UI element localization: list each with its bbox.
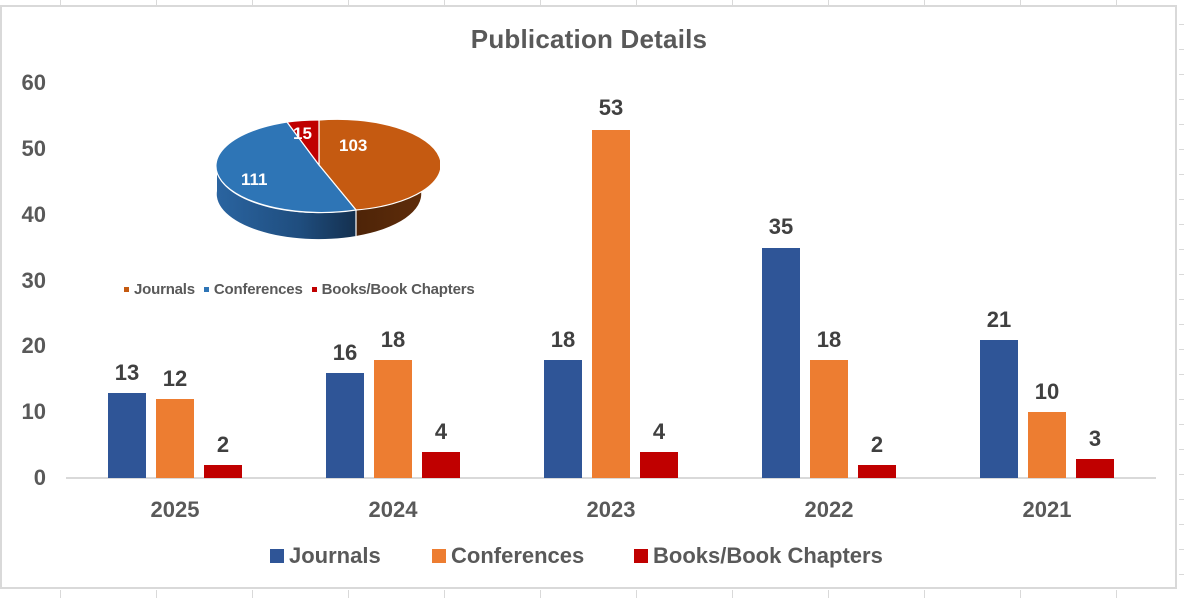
x-category-label: 2025: [150, 497, 200, 522]
y-tick-label: 60: [21, 70, 46, 95]
pie-slice-conferences[interactable]: [215, 121, 358, 214]
y-tick-label: 30: [21, 268, 46, 293]
legend-label: Conferences: [451, 543, 585, 568]
data-label: 53: [598, 95, 624, 120]
pie-label-journals: 103: [339, 136, 368, 155]
pie-legend-item-books[interactable]: Books/Book Chapters: [311, 280, 475, 298]
data-label: 2: [870, 432, 884, 457]
pie-chart[interactable]: [200, 100, 440, 250]
y-tick-label: 50: [21, 136, 46, 161]
bar-conferences-2023[interactable]: [592, 130, 630, 478]
data-label: 18: [380, 327, 406, 352]
data-label: 21: [986, 307, 1012, 332]
data-label: 10: [1034, 379, 1060, 404]
pie-legend: Journals Conferences Books/Book Chapters: [124, 280, 484, 298]
bar-conferences-2025[interactable]: [156, 399, 194, 478]
bar-conferences-2021[interactable]: [1028, 412, 1066, 478]
legend-label: Books/Book Chapters: [653, 543, 883, 568]
data-label: 13: [114, 360, 140, 385]
data-label: 18: [816, 327, 842, 352]
legend-swatch-icon: [124, 286, 129, 292]
bar-books-2023[interactable]: [640, 452, 678, 478]
legend-swatch-icon: [634, 549, 648, 563]
pie-legend-item-conferences[interactable]: Conferences: [203, 280, 303, 298]
data-label: 35: [768, 214, 794, 239]
legend-swatch-icon: [270, 549, 284, 563]
pie-legend-label: Conferences: [213, 280, 303, 298]
data-label: 12: [162, 366, 188, 391]
pie-label-books: 15: [293, 124, 312, 143]
data-label: 4: [434, 419, 448, 444]
y-tick-label: 0: [33, 465, 46, 490]
y-tick-label: 10: [21, 399, 46, 424]
pie-side-journals: [356, 165, 422, 236]
x-category-label: 2023: [586, 497, 636, 522]
x-category-label: 2024: [368, 497, 418, 522]
bar-books-2022[interactable]: [858, 465, 896, 478]
pie-legend-label: Books/Book Chapters: [321, 280, 475, 298]
y-tick-label: 20: [21, 333, 46, 358]
bar-journals-2025[interactable]: [108, 393, 146, 478]
data-label: 2: [216, 432, 230, 457]
chart-area[interactable]: [0, 5, 1177, 589]
y-tick-label: 40: [21, 202, 46, 227]
data-label: 18: [550, 327, 576, 352]
chart-title: Publication Details: [470, 24, 708, 54]
bar-journals-2024[interactable]: [326, 373, 364, 478]
data-label: 3: [1088, 426, 1102, 451]
x-axis-line: [66, 477, 1156, 479]
pie-legend-label: Journals: [134, 280, 195, 298]
bar-journals-2021[interactable]: [980, 340, 1018, 478]
bar-journals-2022[interactable]: [762, 248, 800, 478]
data-label: 16: [332, 340, 358, 365]
bar-conferences-2024[interactable]: [374, 360, 412, 478]
legend-item-books[interactable]: Books/Book Chapters: [634, 543, 883, 569]
bar-books-2021[interactable]: [1076, 459, 1114, 478]
bar-journals-2023[interactable]: [544, 360, 582, 478]
pie-label-conferences: 111: [241, 170, 268, 189]
bar-books-2024[interactable]: [422, 452, 460, 478]
pie-slice-journals[interactable]: [318, 118, 440, 211]
bar-conferences-2022[interactable]: [810, 360, 848, 478]
legend-swatch-icon: [203, 286, 209, 292]
legend-label: Journals: [289, 543, 381, 568]
pie-legend-item-journals[interactable]: Journals: [124, 281, 195, 298]
legend-item-conferences[interactable]: Conferences: [432, 543, 584, 569]
legend-swatch-icon: [432, 549, 446, 563]
pie-side-conferences: [216, 165, 356, 240]
legend-item-journals[interactable]: Journals: [270, 543, 381, 569]
x-category-label: 2022: [804, 497, 854, 522]
legend-swatch-icon: [311, 286, 317, 292]
data-label: 4: [652, 419, 666, 444]
pie-slice-books[interactable]: [285, 119, 320, 167]
x-category-label: 2021: [1022, 497, 1072, 522]
bar-books-2025[interactable]: [204, 465, 242, 478]
chart-legend: Journals Conferences Books/Book Chapters: [0, 543, 1178, 571]
